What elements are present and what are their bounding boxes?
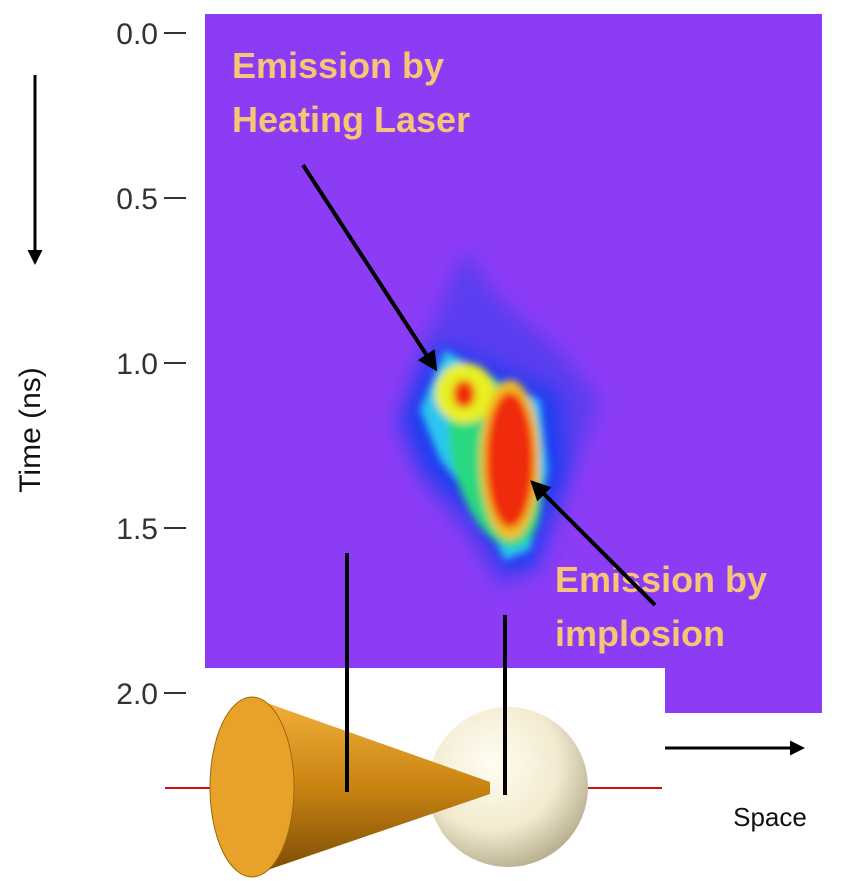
figure: Time (ns) 0.0 0.5 1.0 1.5 2.0 Emission by He… bbox=[0, 0, 843, 881]
cone-base bbox=[210, 697, 294, 877]
tick-label: 1.0 bbox=[116, 348, 158, 381]
annotation: Emission by bbox=[555, 559, 767, 600]
tick-label: 1.5 bbox=[116, 513, 158, 546]
space-label: Space bbox=[733, 802, 807, 832]
tick-label: 2.0 bbox=[116, 678, 158, 711]
annotation: Emission by bbox=[232, 45, 444, 86]
annotation: Heating Laser bbox=[232, 99, 470, 140]
tick-label: 0.0 bbox=[116, 18, 158, 51]
tick-label: 0.5 bbox=[116, 183, 158, 216]
axis-label: Time (ns) bbox=[14, 367, 47, 493]
annotation: implosion bbox=[555, 613, 725, 654]
